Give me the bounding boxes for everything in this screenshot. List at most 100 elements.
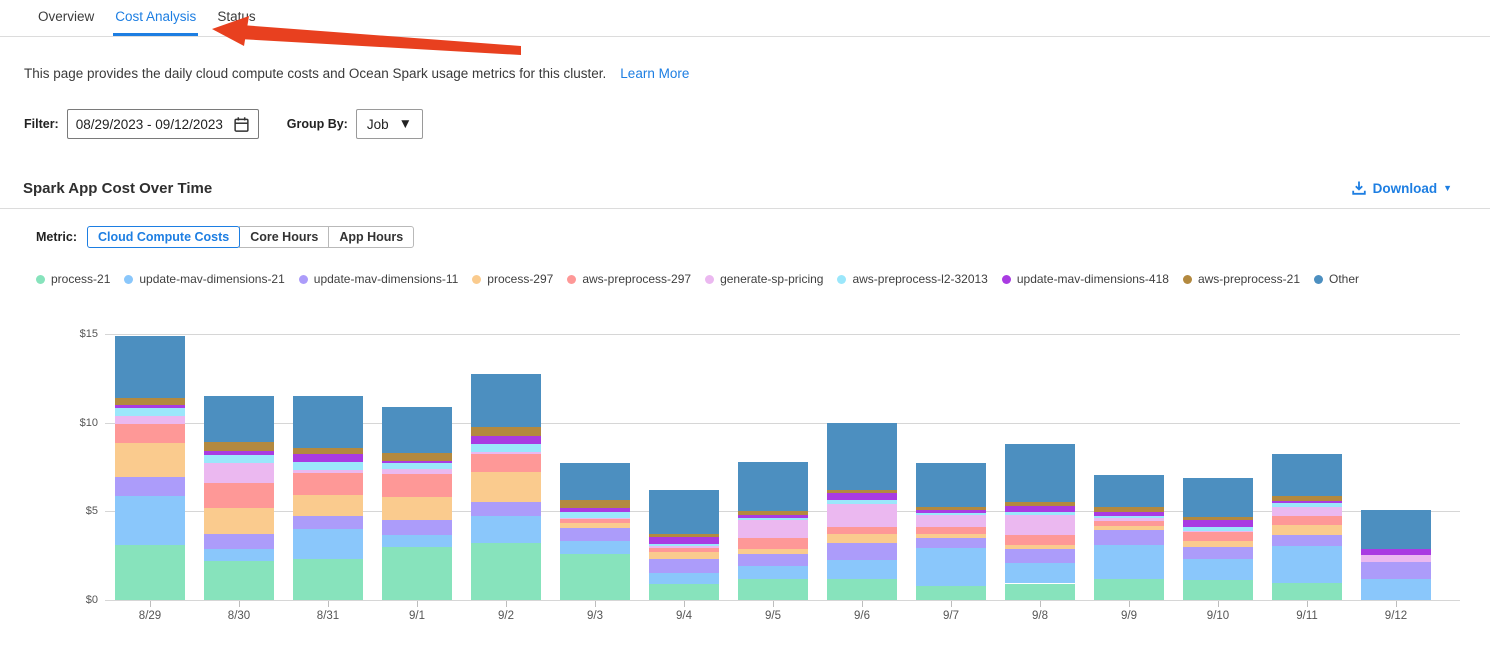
bar-segment-update-mav-dimensions-11[interactable] [560, 527, 630, 541]
bar-segment-update-mav-dimensions-418[interactable] [382, 460, 452, 464]
bar-segment-update-mav-dimensions-11[interactable] [1272, 535, 1342, 547]
bar-segment-update-mav-dimensions-418[interactable] [827, 493, 897, 501]
bar-segment-generate-sp-pricing[interactable] [1183, 531, 1253, 533]
bar-segment-Other[interactable] [293, 396, 363, 449]
legend-item[interactable]: update-mav-dimensions-21 [124, 272, 285, 286]
bar-segment-process-21[interactable] [827, 579, 897, 600]
bar-segment-generate-sp-pricing[interactable] [293, 469, 363, 474]
metric-core-hours-button[interactable]: Core Hours [239, 226, 330, 248]
metric-cloud-compute-costs-button[interactable]: Cloud Compute Costs [86, 226, 241, 248]
bar-segment-aws-preprocess-297[interactable] [1272, 515, 1342, 525]
bar-segment-aws-preprocess-297[interactable] [204, 482, 274, 509]
bar-segment-update-mav-dimensions-418[interactable] [204, 450, 274, 455]
bar-segment-process-21[interactable] [649, 584, 719, 600]
bar-segment-process-297[interactable] [115, 443, 185, 477]
legend-item[interactable]: aws-preprocess-21 [1182, 272, 1300, 286]
bar-segment-process-21[interactable] [738, 579, 808, 600]
bar-segment-aws-preprocess-l2-32013[interactable] [1183, 526, 1253, 532]
legend-item[interactable]: update-mav-dimensions-11 [298, 272, 458, 286]
bar-segment-update-mav-dimensions-21[interactable] [1361, 579, 1431, 600]
bar-segment-aws-preprocess-21[interactable] [560, 500, 630, 509]
bar-segment-update-mav-dimensions-418[interactable] [1094, 511, 1164, 516]
bar-segment-update-mav-dimensions-21[interactable] [1094, 544, 1164, 580]
bar-segment-generate-sp-pricing[interactable] [204, 462, 274, 483]
bar-segment-update-mav-dimensions-21[interactable] [738, 566, 808, 580]
bar-segment-aws-preprocess-l2-32013[interactable] [916, 512, 986, 516]
bar-segment-update-mav-dimensions-21[interactable] [204, 548, 274, 561]
bar-segment-update-mav-dimensions-418[interactable] [1005, 506, 1075, 512]
bar-segment-update-mav-dimensions-11[interactable] [1005, 549, 1075, 563]
bar-segment-update-mav-dimensions-11[interactable] [204, 534, 274, 549]
bar-segment-generate-sp-pricing[interactable] [115, 415, 185, 425]
bar-segment-update-mav-dimensions-418[interactable] [649, 536, 719, 544]
bar-segment-process-21[interactable] [1272, 582, 1342, 600]
bar-segment-aws-preprocess-l2-32013[interactable] [1094, 515, 1164, 519]
bar-segment-aws-preprocess-l2-32013[interactable] [471, 443, 541, 452]
bar-segment-process-21[interactable] [293, 559, 363, 600]
bar-segment-process-297[interactable] [1272, 524, 1342, 536]
bar-segment-update-mav-dimensions-418[interactable] [471, 436, 541, 444]
legend-item[interactable]: generate-sp-pricing [705, 272, 823, 286]
bar-segment-update-mav-dimensions-21[interactable] [471, 515, 541, 544]
date-range-picker[interactable]: 08/29/2023 - 09/12/2023 [66, 109, 259, 139]
bar-segment-process-297[interactable] [382, 496, 452, 520]
bar-segment-generate-sp-pricing[interactable] [827, 503, 897, 527]
bar-segment-Other[interactable] [560, 462, 630, 501]
bar-segment-Other[interactable] [1361, 510, 1431, 549]
bar-segment-update-mav-dimensions-11[interactable] [471, 501, 541, 516]
bar-segment-aws-preprocess-l2-32013[interactable] [293, 462, 363, 470]
bar-segment-update-mav-dimensions-21[interactable] [649, 572, 719, 585]
bar-segment-generate-sp-pricing[interactable] [1005, 514, 1075, 536]
bar-segment-process-297[interactable] [293, 494, 363, 517]
bar-segment-process-21[interactable] [916, 585, 986, 600]
bar-segment-aws-preprocess-297[interactable] [382, 473, 452, 497]
bar-segment-Other[interactable] [827, 423, 897, 490]
bar-segment-generate-sp-pricing[interactable] [1094, 518, 1164, 521]
bar-segment-generate-sp-pricing[interactable] [1272, 506, 1342, 516]
bar-segment-update-mav-dimensions-418[interactable] [738, 514, 808, 518]
bar-segment-aws-preprocess-21[interactable] [204, 441, 274, 451]
bar-segment-aws-preprocess-297[interactable] [1005, 535, 1075, 545]
tab-cost-analysis[interactable]: Cost Analysis [113, 0, 199, 36]
bar-segment-update-mav-dimensions-21[interactable] [1272, 546, 1342, 583]
metric-app-hours-button[interactable]: App Hours [328, 226, 415, 248]
bar-segment-aws-preprocess-297[interactable] [1183, 532, 1253, 542]
bar-segment-update-mav-dimensions-418[interactable] [1272, 500, 1342, 503]
bar-segment-update-mav-dimensions-11[interactable] [1094, 530, 1164, 545]
bar-segment-aws-preprocess-21[interactable] [649, 534, 719, 537]
bar-segment-Other[interactable] [1272, 454, 1342, 497]
bar-segment-update-mav-dimensions-11[interactable] [827, 542, 897, 560]
legend-item[interactable]: aws-preprocess-297 [567, 272, 691, 286]
bar-segment-update-mav-dimensions-11[interactable] [1183, 546, 1253, 560]
bar-segment-Other[interactable] [382, 406, 452, 454]
bar-segment-aws-preprocess-l2-32013[interactable] [115, 408, 185, 416]
bar-segment-aws-preprocess-297[interactable] [1094, 520, 1164, 527]
bar-segment-generate-sp-pricing[interactable] [471, 451, 541, 455]
bar-segment-aws-preprocess-297[interactable] [916, 526, 986, 535]
bar-segment-generate-sp-pricing[interactable] [649, 546, 719, 548]
bar-segment-aws-preprocess-297[interactable] [827, 526, 897, 534]
bar-segment-process-21[interactable] [1094, 579, 1164, 600]
bar-segment-Other[interactable] [471, 374, 541, 428]
bar-segment-aws-preprocess-l2-32013[interactable] [204, 454, 274, 463]
bar-segment-aws-preprocess-21[interactable] [738, 511, 808, 515]
bar-segment-process-21[interactable] [1005, 583, 1075, 600]
legend-item[interactable]: aws-preprocess-l2-32013 [837, 272, 988, 286]
bar-segment-generate-sp-pricing[interactable] [382, 469, 452, 474]
bar-segment-aws-preprocess-21[interactable] [827, 489, 897, 494]
bar-segment-process-297[interactable] [916, 534, 986, 538]
bar-segment-generate-sp-pricing[interactable] [1361, 554, 1431, 562]
bar-segment-Other[interactable] [738, 461, 808, 512]
bar-segment-aws-preprocess-l2-32013[interactable] [1272, 502, 1342, 507]
bar-segment-Other[interactable] [1005, 444, 1075, 503]
bar-segment-aws-preprocess-297[interactable] [115, 424, 185, 444]
bar-segment-Other[interactable] [115, 335, 185, 398]
bar-segment-process-297[interactable] [649, 551, 719, 560]
bar-segment-process-21[interactable] [204, 560, 274, 600]
bar-segment-process-297[interactable] [1005, 544, 1075, 550]
bar-segment-aws-preprocess-l2-32013[interactable] [738, 517, 808, 521]
bar-segment-update-mav-dimensions-11[interactable] [382, 519, 452, 536]
bar-segment-aws-preprocess-21[interactable] [471, 427, 541, 437]
tab-overview[interactable]: Overview [38, 9, 95, 24]
bar-segment-aws-preprocess-l2-32013[interactable] [1005, 511, 1075, 515]
